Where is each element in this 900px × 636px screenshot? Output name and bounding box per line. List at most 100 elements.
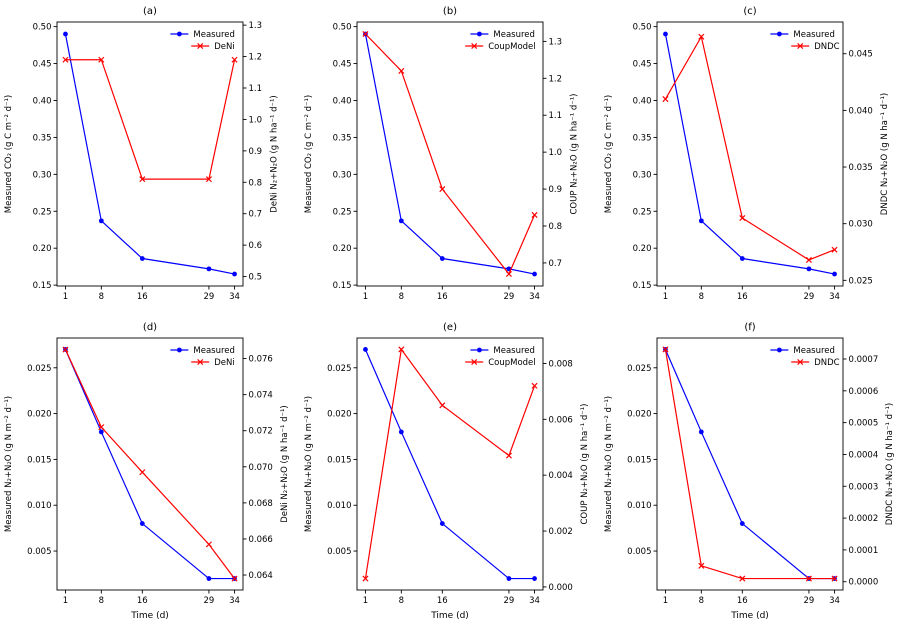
legend-label: DNDC — [814, 358, 839, 368]
left-tick-label: 0.20 — [33, 244, 52, 254]
right-tick-label: 1.0 — [549, 148, 563, 158]
subplot-a: (a) 1 8 16 29 34 0.15 0.20 0.25 0.30 0.35 0.40 0.45 0… — [0, 0, 300, 316]
circle-marker — [832, 271, 837, 277]
left-tick-label: 0.30 — [633, 170, 652, 180]
right-axis: 0.0000 0.0001 0.0002 0.0003 0.0004 0.0005 0.00… — [843, 355, 878, 588]
left-tick-label: 0.30 — [33, 170, 52, 180]
x-tick-label: 8 — [99, 292, 104, 302]
x-marker — [531, 211, 538, 218]
left-tick-label: 0.020 — [327, 410, 351, 420]
right-axis: 0.5 0.6 0.7 0.8 0.9 1.0 1.1 1.2 1.3 — [243, 21, 263, 283]
x-tick-label: 16 — [737, 596, 748, 606]
left-tick-label: 0.010 — [627, 501, 651, 511]
x-marker — [439, 402, 446, 409]
left-tick-label: 0.40 — [33, 96, 52, 106]
x-tick-label: 16 — [437, 596, 448, 606]
circle-marker — [532, 271, 537, 277]
x-marker — [62, 56, 69, 63]
x-marker — [439, 186, 446, 193]
circle-marker — [739, 521, 745, 526]
x-axis: 1 8 16 29 34 — [363, 590, 540, 606]
right-tick-label: 1.1 — [249, 84, 263, 94]
left-tick-label: 0.35 — [633, 133, 652, 143]
left-tick-label: 0.40 — [333, 96, 352, 106]
legend-label: DeNi — [214, 42, 235, 52]
plot-border — [656, 337, 844, 591]
right-axis-label: DeNi N₂+N₂O (g N ha⁻¹ d⁻¹) — [270, 95, 280, 213]
right-tick-label: 0.070 — [249, 463, 273, 473]
x-axis-label: Time (d) — [730, 611, 769, 621]
circle-marker — [232, 271, 237, 277]
x-marker — [62, 346, 69, 353]
left-tick-label: 0.025 — [627, 364, 651, 374]
left-tick-label: 0.010 — [27, 501, 51, 511]
x-tick-label: 29 — [504, 596, 515, 606]
legend-x-marker — [197, 42, 204, 50]
x-marker — [398, 67, 405, 74]
circle-marker — [439, 256, 445, 261]
left-tick-label: 0.25 — [33, 207, 52, 217]
series-line — [365, 33, 536, 276]
right-tick-label: 0.5 — [249, 273, 263, 283]
series-line — [364, 33, 535, 275]
circle-marker — [806, 266, 812, 272]
x-marker — [739, 575, 746, 582]
right-tick-label: 0.008 — [549, 359, 573, 369]
left-tick-label: 0.25 — [333, 207, 352, 217]
series-model — [362, 346, 538, 582]
x-marker — [805, 575, 812, 582]
x-marker — [831, 246, 838, 253]
x-tick-label: 34 — [229, 596, 240, 606]
circle-marker — [698, 218, 704, 224]
chart-c: (c)1 8 16 29 340.150.200.250.300.350.400.450… — [604, 6, 890, 302]
right-tick-label: 0.000 — [549, 583, 573, 593]
right-axis-label: COUP N₂+N₂O (g N ha⁻¹ d⁻¹) — [570, 94, 580, 215]
series-line — [664, 35, 835, 261]
series-model — [62, 56, 238, 183]
left-axis: 0.15 0.20 0.25 0.30 0.35 0.40 0.45 0.50 — [633, 23, 657, 291]
right-axis-label: COUP N₂+N₂O (g N ha⁻¹ d⁻¹) — [580, 404, 590, 525]
series-line — [364, 347, 536, 579]
right-tick-label: 1.3 — [249, 21, 263, 31]
legend-circle-marker — [177, 31, 182, 37]
legend-label: Measured — [193, 346, 235, 356]
right-tick-label: 0.072 — [249, 427, 273, 437]
circle-marker — [739, 256, 745, 261]
right-tick-label: 0.045 — [849, 50, 873, 60]
right-tick-label: 0.0001 — [849, 546, 879, 556]
legend-circle-marker — [777, 31, 782, 37]
right-tick-label: 0.9 — [549, 185, 563, 195]
x-marker — [139, 469, 146, 476]
x-tick-label: 34 — [829, 596, 840, 606]
right-tick-label: 0.0004 — [849, 450, 879, 460]
left-tick-label: 0.20 — [333, 244, 352, 254]
legend-x-marker — [471, 358, 478, 366]
legend-label: DNDC — [814, 42, 839, 52]
left-tick-label: 0.45 — [33, 60, 52, 70]
left-axis-label: Measured CO₂ (g C m⁻² d⁻¹) — [604, 95, 614, 214]
plot-border — [356, 337, 544, 591]
left-axis-label: Measured CO₂ (g C m⁻² d⁻¹) — [304, 95, 314, 214]
series-line — [664, 349, 835, 580]
x-tick-label: 16 — [437, 292, 448, 302]
x-marker — [662, 96, 669, 103]
left-tick-label: 0.50 — [33, 23, 52, 33]
right-tick-label: 0.8 — [249, 178, 263, 188]
x-marker — [398, 346, 405, 353]
left-tick-label: 0.010 — [327, 501, 351, 511]
right-axis: 0.000 0.002 0.004 0.006 0.008 — [543, 359, 573, 593]
circle-marker — [698, 429, 704, 435]
legend-x-marker — [797, 42, 804, 50]
right-tick-label: 0.002 — [549, 527, 573, 537]
legend-label: Measured — [193, 30, 235, 40]
right-axis: 0.7 0.8 0.9 1.0 1.1 1.2 1.3 — [543, 37, 562, 269]
left-tick-label: 0.025 — [27, 364, 51, 374]
x-tick-label: 1 — [363, 292, 368, 302]
left-axis-label: Measured N₂+N₂O (g N m⁻² d⁻¹) — [304, 396, 314, 532]
x-tick-label: 16 — [737, 292, 748, 302]
right-tick-label: 0.0007 — [849, 355, 879, 365]
x-tick-label: 1 — [63, 292, 68, 302]
chart-a: (a)1 8 16 29 340.150.200.250.300.350.400.450… — [4, 6, 280, 302]
left-tick-label: 0.15 — [333, 281, 352, 291]
